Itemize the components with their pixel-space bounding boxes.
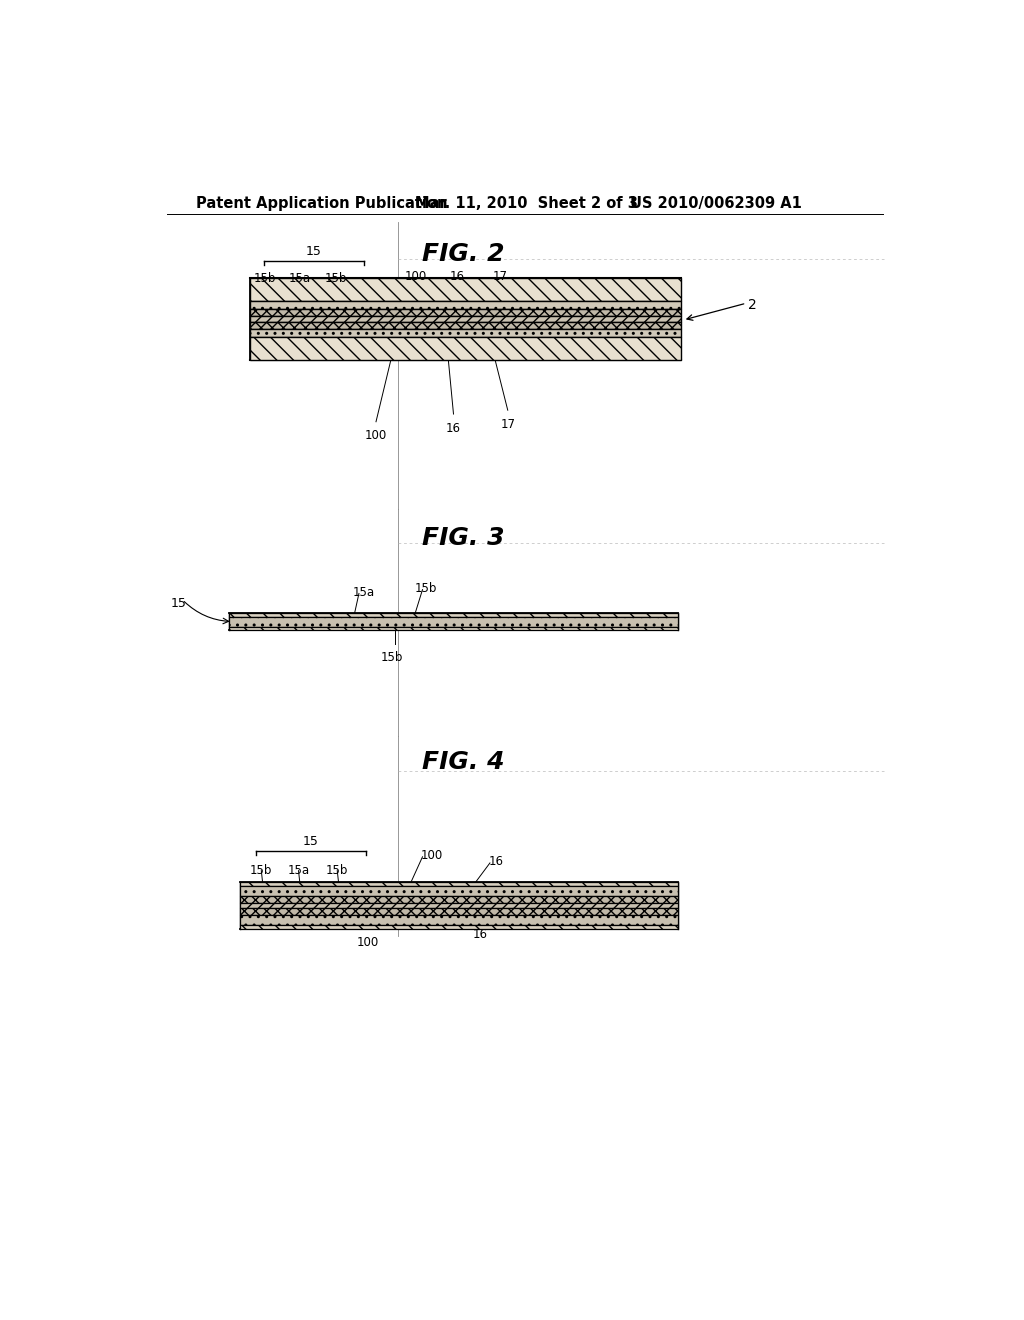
Text: 15a: 15a xyxy=(352,586,375,599)
Text: 100: 100 xyxy=(357,936,379,949)
Text: Mar. 11, 2010  Sheet 2 of 3: Mar. 11, 2010 Sheet 2 of 3 xyxy=(415,195,638,211)
Text: Patent Application Publication: Patent Application Publication xyxy=(197,195,447,211)
Text: 17: 17 xyxy=(501,418,515,430)
Text: 15b: 15b xyxy=(254,272,276,285)
Bar xyxy=(228,616,678,627)
Bar xyxy=(251,329,681,337)
Bar xyxy=(251,337,681,360)
Text: 17: 17 xyxy=(493,271,507,282)
Text: FIG. 2: FIG. 2 xyxy=(423,242,505,265)
Bar xyxy=(241,925,678,929)
Text: 100: 100 xyxy=(421,849,443,862)
Text: 2: 2 xyxy=(748,298,757,312)
Bar xyxy=(251,309,681,317)
Text: 15b: 15b xyxy=(325,272,347,285)
Bar xyxy=(251,317,681,322)
Bar xyxy=(228,612,678,616)
Text: 15: 15 xyxy=(306,244,322,257)
Text: 16: 16 xyxy=(450,271,465,282)
Text: 16: 16 xyxy=(473,928,488,941)
Text: 15b: 15b xyxy=(415,582,437,595)
Bar xyxy=(251,301,681,309)
Bar xyxy=(241,908,678,915)
Bar xyxy=(241,903,678,908)
Text: 15a: 15a xyxy=(288,863,309,876)
Text: 15: 15 xyxy=(171,598,186,610)
Text: 15: 15 xyxy=(303,836,318,849)
Text: FIG. 3: FIG. 3 xyxy=(423,525,505,549)
Bar xyxy=(228,627,678,631)
Text: 15a: 15a xyxy=(289,272,311,285)
Bar xyxy=(251,277,681,301)
Bar xyxy=(251,322,681,329)
Text: 100: 100 xyxy=(365,429,387,442)
Text: FIG. 4: FIG. 4 xyxy=(423,750,505,774)
Text: 15b: 15b xyxy=(380,651,402,664)
Text: US 2010/0062309 A1: US 2010/0062309 A1 xyxy=(630,195,802,211)
Bar xyxy=(241,886,678,896)
Text: 100: 100 xyxy=(404,271,427,282)
Text: 15b: 15b xyxy=(326,863,348,876)
Bar xyxy=(241,882,678,886)
Text: 15b: 15b xyxy=(250,863,272,876)
Bar xyxy=(241,896,678,903)
Text: 16: 16 xyxy=(488,855,504,869)
Bar xyxy=(241,915,678,925)
Text: 16: 16 xyxy=(446,422,461,434)
